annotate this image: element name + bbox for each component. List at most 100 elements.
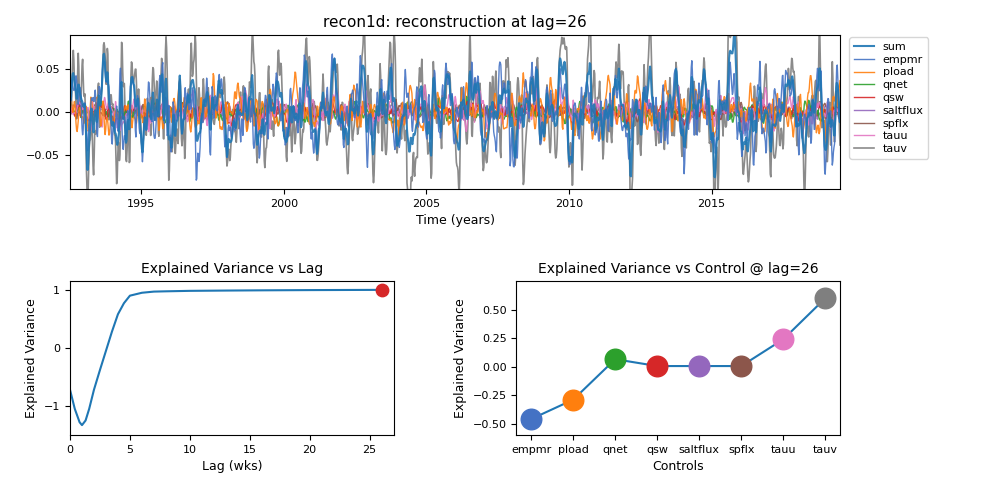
spflx: [746, 120, 758, 126]
tauu: [592, 102, 604, 108]
saltflux: [206, 97, 218, 103]
Line: spflx: spflx: [70, 98, 840, 122]
tauu: [64, 116, 76, 121]
sum: [239, 90, 251, 96]
saltflux: [201, 114, 213, 119]
pload: [759, 124, 771, 130]
Y-axis label: Explained Variance: Explained Variance: [454, 298, 467, 418]
tauu: [201, 122, 213, 128]
qnet: [64, 104, 76, 110]
empmr: [834, 118, 846, 124]
saltflux: [172, 110, 184, 116]
spflx: [591, 109, 603, 115]
Point: [775, 336, 791, 344]
Point: [691, 362, 707, 370]
qsw: [239, 114, 251, 119]
pload: [820, 140, 832, 146]
spflx: [64, 106, 76, 112]
qsw: [366, 114, 378, 120]
Line: sum: sum: [70, 32, 840, 178]
Point: [649, 362, 665, 370]
qsw: [64, 103, 76, 109]
Line: tauv: tauv: [70, 0, 840, 226]
Y-axis label: Explained Variance: Explained Variance: [25, 298, 38, 418]
qsw: [634, 96, 646, 102]
Point: [523, 415, 539, 423]
qnet: [201, 112, 213, 118]
sum: [591, 118, 603, 124]
Legend: sum, empmr, pload, qnet, qsw, saltflux, spflx, tauu, tauv: sum, empmr, pload, qnet, qsw, saltflux, …: [849, 38, 928, 158]
pload: [834, 78, 846, 84]
qnet: [592, 110, 604, 116]
spflx: [172, 110, 184, 116]
qnet: [760, 112, 772, 118]
empmr: [201, 82, 213, 87]
Line: pload: pload: [70, 72, 840, 144]
Title: Explained Variance vs Lag: Explained Variance vs Lag: [141, 262, 323, 276]
tauv: [172, 137, 184, 143]
Point: [607, 355, 623, 363]
sum: [709, 174, 721, 180]
sum: [728, 30, 740, 36]
qsw: [834, 108, 846, 114]
Line: qnet: qnet: [70, 96, 840, 126]
qnet: [834, 107, 846, 113]
empmr: [592, 128, 604, 134]
tauv: [239, 97, 251, 103]
qnet: [172, 107, 184, 113]
saltflux: [240, 105, 252, 111]
pload: [201, 109, 213, 115]
tauu: [240, 88, 252, 94]
Title: Explained Variance vs Control @ lag=26: Explained Variance vs Control @ lag=26: [538, 262, 819, 276]
tauu: [225, 134, 237, 140]
saltflux: [591, 100, 603, 106]
qnet: [461, 94, 473, 100]
saltflux: [834, 110, 846, 116]
sum: [172, 117, 184, 123]
spflx: [239, 108, 251, 114]
empmr: [760, 150, 772, 156]
Line: empmr: empmr: [70, 54, 840, 180]
tauv: [591, 105, 603, 111]
tauu: [367, 120, 379, 126]
Line: saltflux: saltflux: [70, 100, 840, 126]
empmr: [367, 136, 379, 142]
tauu: [172, 108, 184, 114]
pload: [172, 99, 184, 105]
saltflux: [760, 110, 772, 116]
tauv: [366, 126, 378, 132]
qsw: [591, 108, 603, 114]
empmr: [326, 51, 338, 57]
Point: [374, 286, 390, 294]
qnet: [366, 108, 378, 114]
tauu: [760, 86, 772, 92]
empmr: [64, 106, 76, 112]
Point: [733, 362, 749, 370]
spflx: [834, 116, 846, 122]
spflx: [201, 116, 213, 122]
tauv: [760, 61, 772, 67]
pload: [591, 124, 603, 130]
tauv: [201, 101, 213, 107]
qnet: [239, 112, 251, 117]
spflx: [760, 111, 772, 117]
pload: [289, 69, 301, 75]
pload: [366, 112, 378, 118]
sum: [760, 108, 772, 114]
sum: [64, 96, 76, 102]
qsw: [760, 106, 772, 112]
Point: [817, 294, 833, 302]
empmr: [172, 108, 184, 114]
spflx: [532, 95, 544, 101]
empmr: [190, 177, 202, 183]
Title: recon1d: reconstruction at lag=26: recon1d: reconstruction at lag=26: [323, 14, 587, 30]
Line: qsw: qsw: [70, 99, 840, 130]
pload: [239, 110, 251, 116]
Line: tauu: tauu: [70, 84, 840, 137]
pload: [64, 100, 76, 106]
empmr: [240, 96, 252, 102]
sum: [201, 91, 213, 97]
sum: [366, 132, 378, 138]
X-axis label: Time (years): Time (years): [416, 214, 495, 227]
tauv: [64, 82, 76, 87]
